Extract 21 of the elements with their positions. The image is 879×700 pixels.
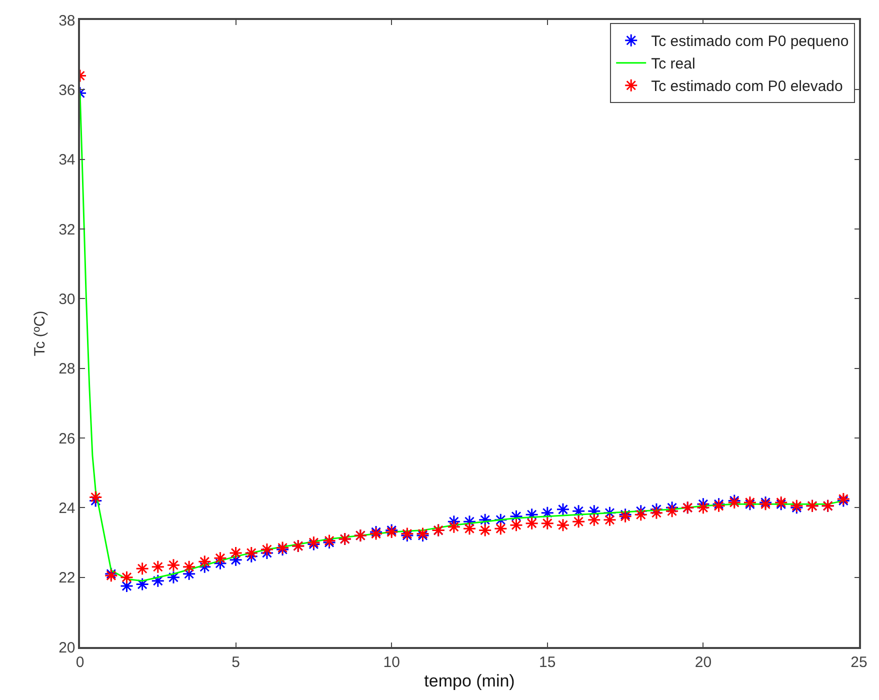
- y-tick-label: 20: [58, 639, 76, 656]
- y-tick-label: 28: [58, 360, 76, 378]
- y-tick-label: 34: [58, 152, 76, 169]
- legend-label: Tc estimado com P0 elevado: [651, 78, 843, 96]
- x-tick-label: 0: [76, 654, 84, 671]
- x-tick-label: 10: [383, 654, 400, 671]
- x-axis-title: tempo (min): [424, 672, 515, 691]
- y-tick-label: 36: [58, 82, 76, 99]
- x-tick-label: 20: [694, 654, 712, 671]
- y-tick-label: 24: [58, 500, 76, 517]
- x-tick-label: 15: [539, 654, 556, 671]
- y-tick-label: 32: [58, 221, 76, 238]
- y-tick-label: 30: [58, 290, 76, 308]
- y-axis-title: Tc (ºC): [31, 310, 48, 356]
- legend-label: Tc estimado com P0 pequeno: [651, 33, 849, 50]
- legend-label: Tc real: [651, 56, 696, 73]
- y-tick-label: 22: [58, 570, 76, 587]
- x-tick-label: 5: [232, 654, 240, 671]
- y-tick-label: 38: [58, 12, 76, 30]
- y-tick-label: 26: [58, 430, 76, 448]
- x-tick-label: 25: [850, 654, 868, 671]
